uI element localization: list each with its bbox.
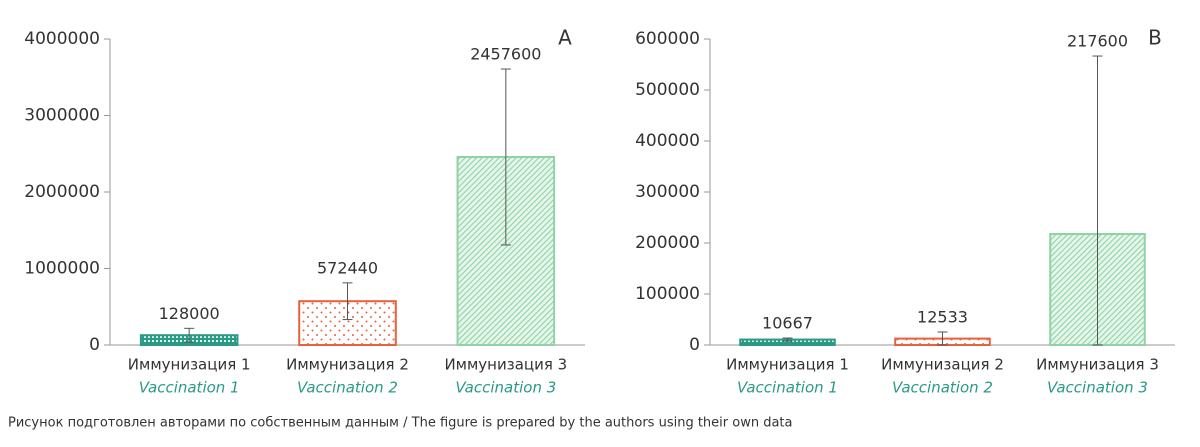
y-tick-label: 0 <box>689 335 700 355</box>
y-tick-label: 1000000 <box>24 259 100 279</box>
x-tick-label-en: Vaccination 1 <box>737 379 838 397</box>
y-tick-label: 400000 <box>635 131 700 151</box>
value-label: 10667 <box>762 314 813 333</box>
value-label: 12533 <box>917 307 968 326</box>
y-tick-label: 0 <box>89 335 100 355</box>
x-tick-label: Иммунизация 2 <box>286 356 409 374</box>
value-label: 217600 <box>1067 32 1128 51</box>
y-tick-label: 2000000 <box>24 182 100 202</box>
value-label: 128000 <box>159 304 220 323</box>
y-tick-label: 4000000 <box>24 29 100 49</box>
x-tick-label: Иммунизация 2 <box>881 356 1004 374</box>
panel-label: B <box>1148 26 1162 50</box>
x-tick-label: Иммунизация 3 <box>444 356 567 374</box>
value-label: 572440 <box>317 258 378 277</box>
panel-label: A <box>558 26 572 50</box>
x-tick-label: Иммунизация 1 <box>726 356 849 374</box>
y-tick-label: 200000 <box>635 233 700 253</box>
footnote: Рисунок подготовлен авторами по собствен… <box>8 416 793 431</box>
x-tick-label-en: Vaccination 2 <box>297 379 398 397</box>
y-tick-label: 500000 <box>635 80 700 100</box>
y-tick-label: 100000 <box>635 284 700 304</box>
value-label: 2457600 <box>470 45 541 64</box>
x-tick-label-en: Vaccination 3 <box>455 379 556 397</box>
y-tick-label: 600000 <box>635 29 700 49</box>
x-tick-label-en: Vaccination 2 <box>892 379 993 397</box>
x-tick-label-en: Vaccination 1 <box>139 379 240 397</box>
x-tick-label-en: Vaccination 3 <box>1047 379 1148 397</box>
y-tick-label: 300000 <box>635 182 700 202</box>
x-tick-label: Иммунизация 3 <box>1036 356 1159 374</box>
y-tick-label: 3000000 <box>24 106 100 126</box>
x-tick-label: Иммунизация 1 <box>128 356 251 374</box>
